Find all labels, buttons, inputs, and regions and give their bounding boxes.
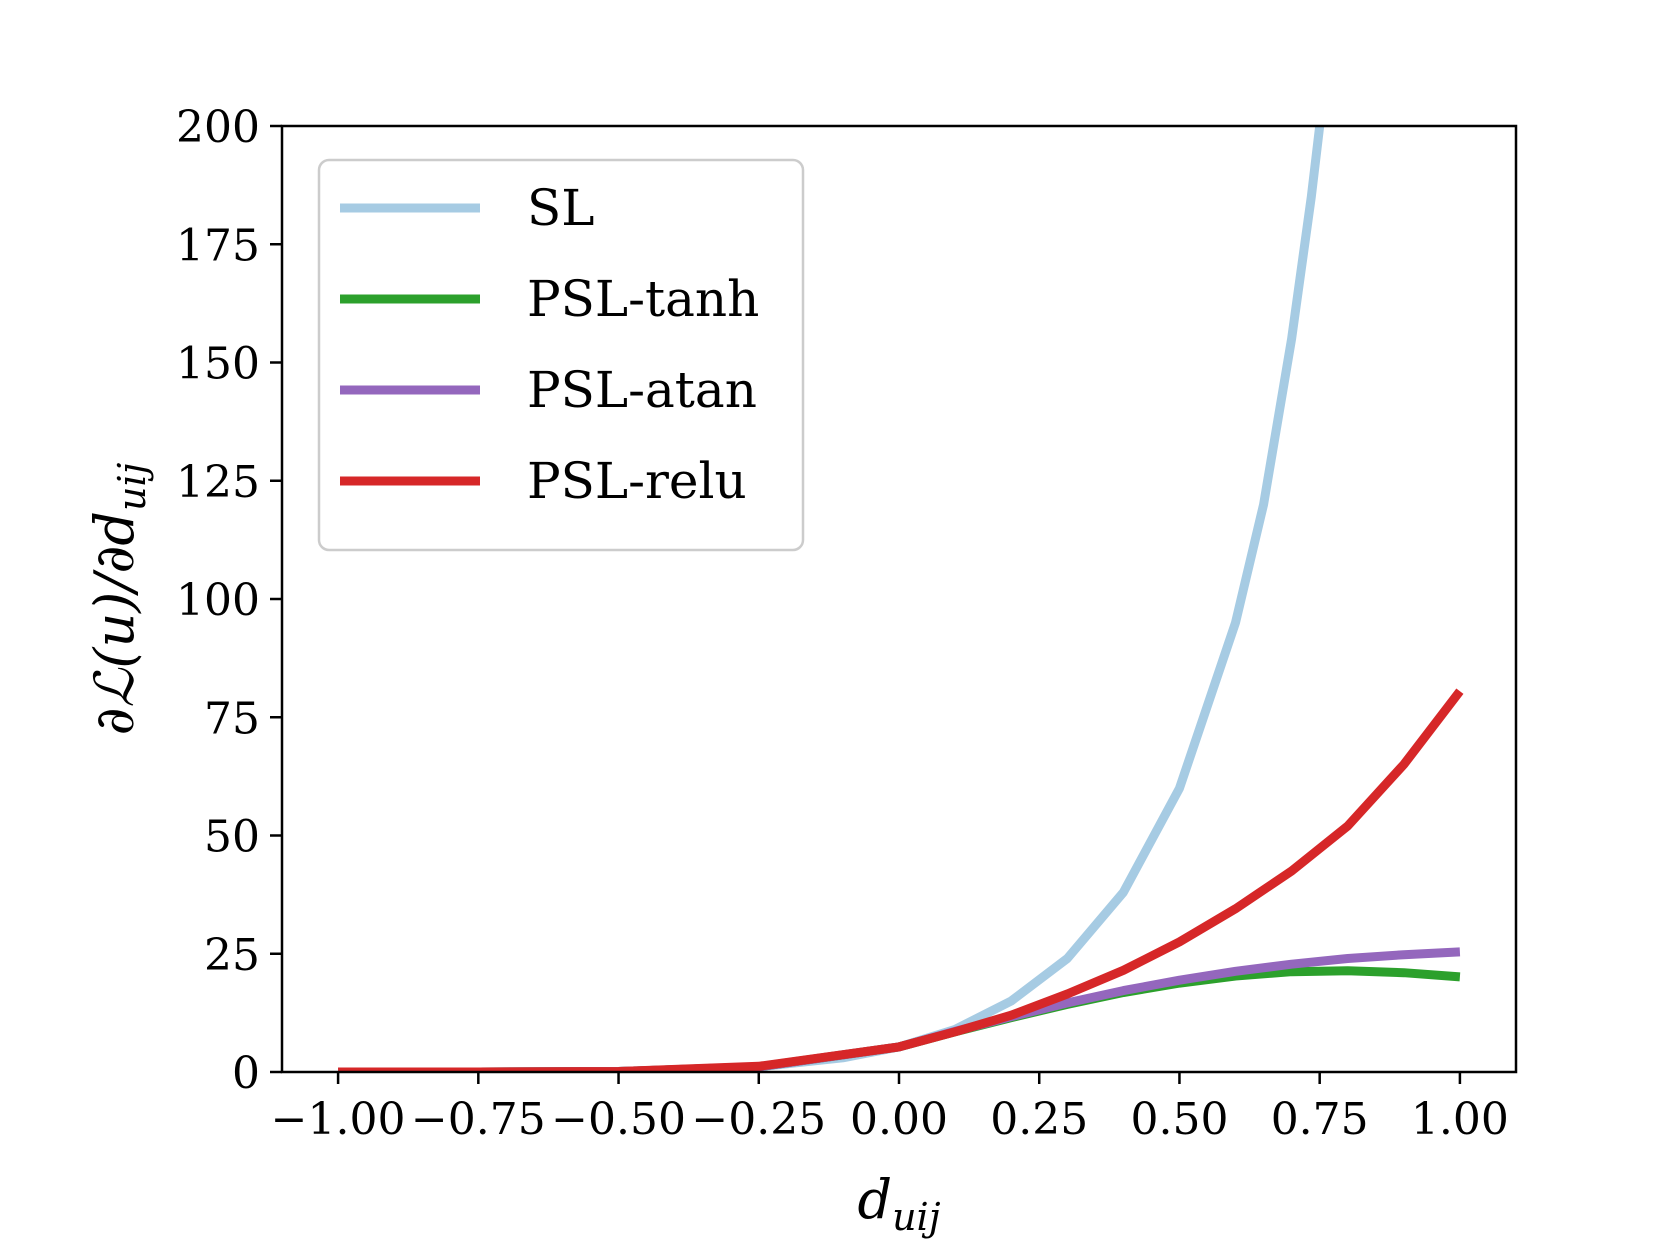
y-tick-label: 25 [204, 930, 260, 981]
legend: SL PSL-tanh PSL-atan PSL-relu [317, 158, 805, 552]
series-layer [338, 126, 1464, 1072]
legend-box [317, 158, 805, 552]
y-tick-label: 100 [176, 575, 260, 626]
y-tick-label: 175 [176, 220, 260, 271]
svg-text:∂ℒ(u)/∂duij: ∂ℒ(u)/∂duij [83, 462, 154, 735]
y-tick-label: 150 [176, 339, 260, 390]
y-tick-label: 0 [232, 1048, 260, 1099]
y-tick-label: 75 [204, 693, 260, 744]
x-tick-label: −0.50 [551, 1094, 686, 1145]
x-tick-label: 0.50 [1130, 1094, 1228, 1145]
legend-label-psl-atan: PSL-atan [527, 361, 757, 419]
x-axis-label: duij [858, 1168, 941, 1239]
series-line-psl-relu [338, 688, 1464, 1072]
x-tick-label: 0.75 [1271, 1094, 1369, 1145]
y-axis-label: ∂ℒ(u)/∂duij [83, 462, 154, 735]
x-tick-label: 1.00 [1411, 1094, 1509, 1145]
x-tick-label: 0.25 [990, 1094, 1088, 1145]
x-axis-ticks: −1.00 −0.75 −0.50 −0.25 0.00 0.25 0.50 0.75 1.00 [271, 1072, 1509, 1145]
x-tick-label: 0.00 [850, 1094, 948, 1145]
y-tick-label: 200 [176, 102, 260, 153]
x-tick-label: −1.00 [271, 1094, 406, 1145]
series-line-psl-tanh [338, 966, 1461, 1072]
y-axis-ticks: 0 25 50 75 100 125 150 175 200 [176, 102, 282, 1099]
x-tick-label: −0.75 [411, 1094, 546, 1145]
legend-label-psl-tanh: PSL-tanh [527, 270, 759, 328]
x-tick-label: −0.25 [691, 1094, 826, 1145]
legend-label-sl: SL [527, 179, 594, 237]
legend-label-psl-relu: PSL-relu [527, 452, 747, 510]
y-tick-label: 125 [176, 457, 260, 508]
y-tick-label: 50 [204, 812, 260, 863]
